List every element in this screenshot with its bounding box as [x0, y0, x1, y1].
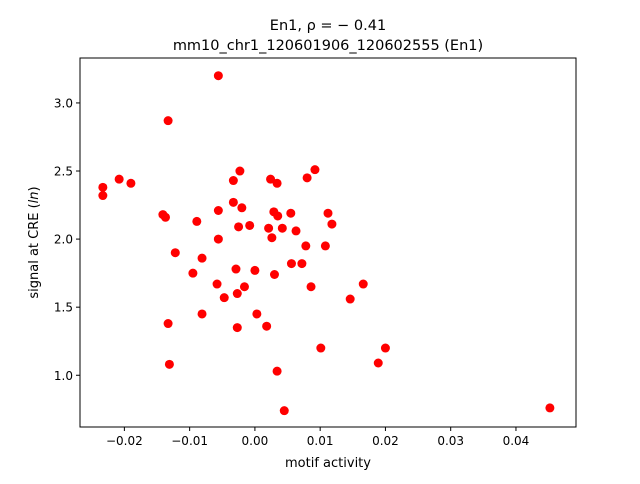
x-tick-label: −0.02 [106, 434, 143, 448]
y-tick-label: 2.5 [54, 165, 73, 179]
data-point [98, 191, 108, 201]
data-point [192, 216, 202, 226]
data-point [358, 279, 368, 289]
y-axis-label: signal at CRE (ln) [27, 186, 42, 298]
data-point [114, 174, 124, 184]
data-point [170, 248, 180, 258]
data-point [213, 206, 223, 216]
data-point [163, 116, 173, 126]
data-point [272, 178, 282, 188]
data-point [310, 165, 320, 175]
x-tick-label: −0.01 [171, 434, 208, 448]
data-point [160, 212, 170, 222]
x-tick-label: 0.04 [503, 434, 530, 448]
y-axis-label-italic: ln [27, 191, 42, 203]
y-tick-label: 1.0 [54, 369, 73, 383]
x-axis-label: motif activity [285, 456, 371, 471]
plot-frame [79, 57, 577, 428]
data-point [98, 182, 108, 192]
data-point [327, 219, 337, 229]
data-point [232, 323, 242, 333]
data-point [237, 203, 247, 213]
data-point [291, 226, 301, 236]
data-point [323, 208, 333, 218]
data-point [316, 343, 326, 353]
data-point [245, 220, 255, 230]
data-point [266, 174, 276, 184]
data-point [301, 241, 311, 251]
data-points [98, 71, 555, 416]
data-point [126, 178, 136, 188]
data-point [286, 208, 296, 218]
data-point [188, 268, 198, 278]
chart-title-line1: En1, ρ = − 0.41 [270, 18, 386, 34]
data-point [272, 366, 282, 376]
data-point [163, 319, 173, 329]
data-point [267, 233, 277, 243]
chart-title-line2: mm10_chr1_120601906_120602555 (En1) [173, 38, 483, 54]
data-point [231, 264, 241, 274]
data-point [264, 223, 274, 233]
data-point [302, 173, 312, 183]
data-point [345, 294, 355, 304]
x-tick-label: 0.03 [437, 434, 464, 448]
data-point [252, 309, 262, 319]
data-point [212, 279, 222, 289]
data-point [273, 211, 283, 221]
y-axis-label-prefix: signal at CRE ( [27, 203, 42, 298]
data-point [277, 223, 287, 233]
data-point [235, 166, 245, 176]
data-point [250, 265, 260, 275]
y-tick-label: 2.0 [54, 233, 73, 247]
data-point [228, 197, 238, 207]
data-point [232, 289, 242, 299]
y-axis-label-suffix: ) [27, 186, 42, 191]
data-point [320, 241, 330, 251]
data-point [228, 176, 238, 186]
data-point [297, 259, 307, 269]
data-point [380, 343, 390, 353]
x-axis-ticks: −0.02 −0.01 0.00 0.01 0.02 0.03 0.04 [106, 427, 529, 448]
x-tick-label: 0.01 [307, 434, 334, 448]
y-tick-label: 1.5 [54, 301, 73, 315]
data-point [373, 358, 383, 368]
data-point [269, 269, 279, 279]
x-tick-label: 0.02 [372, 434, 399, 448]
y-tick-label: 3.0 [54, 96, 73, 110]
data-point [164, 359, 174, 369]
data-point [197, 253, 207, 263]
data-point [262, 321, 272, 331]
data-point [213, 71, 223, 81]
data-point [234, 222, 244, 232]
data-point [213, 234, 223, 244]
data-point [219, 293, 229, 303]
data-point [197, 309, 207, 319]
data-point [279, 406, 289, 416]
y-axis-ticks: 1.0 1.5 2.0 2.5 3.0 [54, 96, 80, 383]
data-point [286, 259, 296, 269]
data-point [306, 282, 316, 292]
x-tick-label: 0.00 [242, 434, 269, 448]
data-point [239, 282, 249, 292]
data-point [545, 403, 555, 413]
